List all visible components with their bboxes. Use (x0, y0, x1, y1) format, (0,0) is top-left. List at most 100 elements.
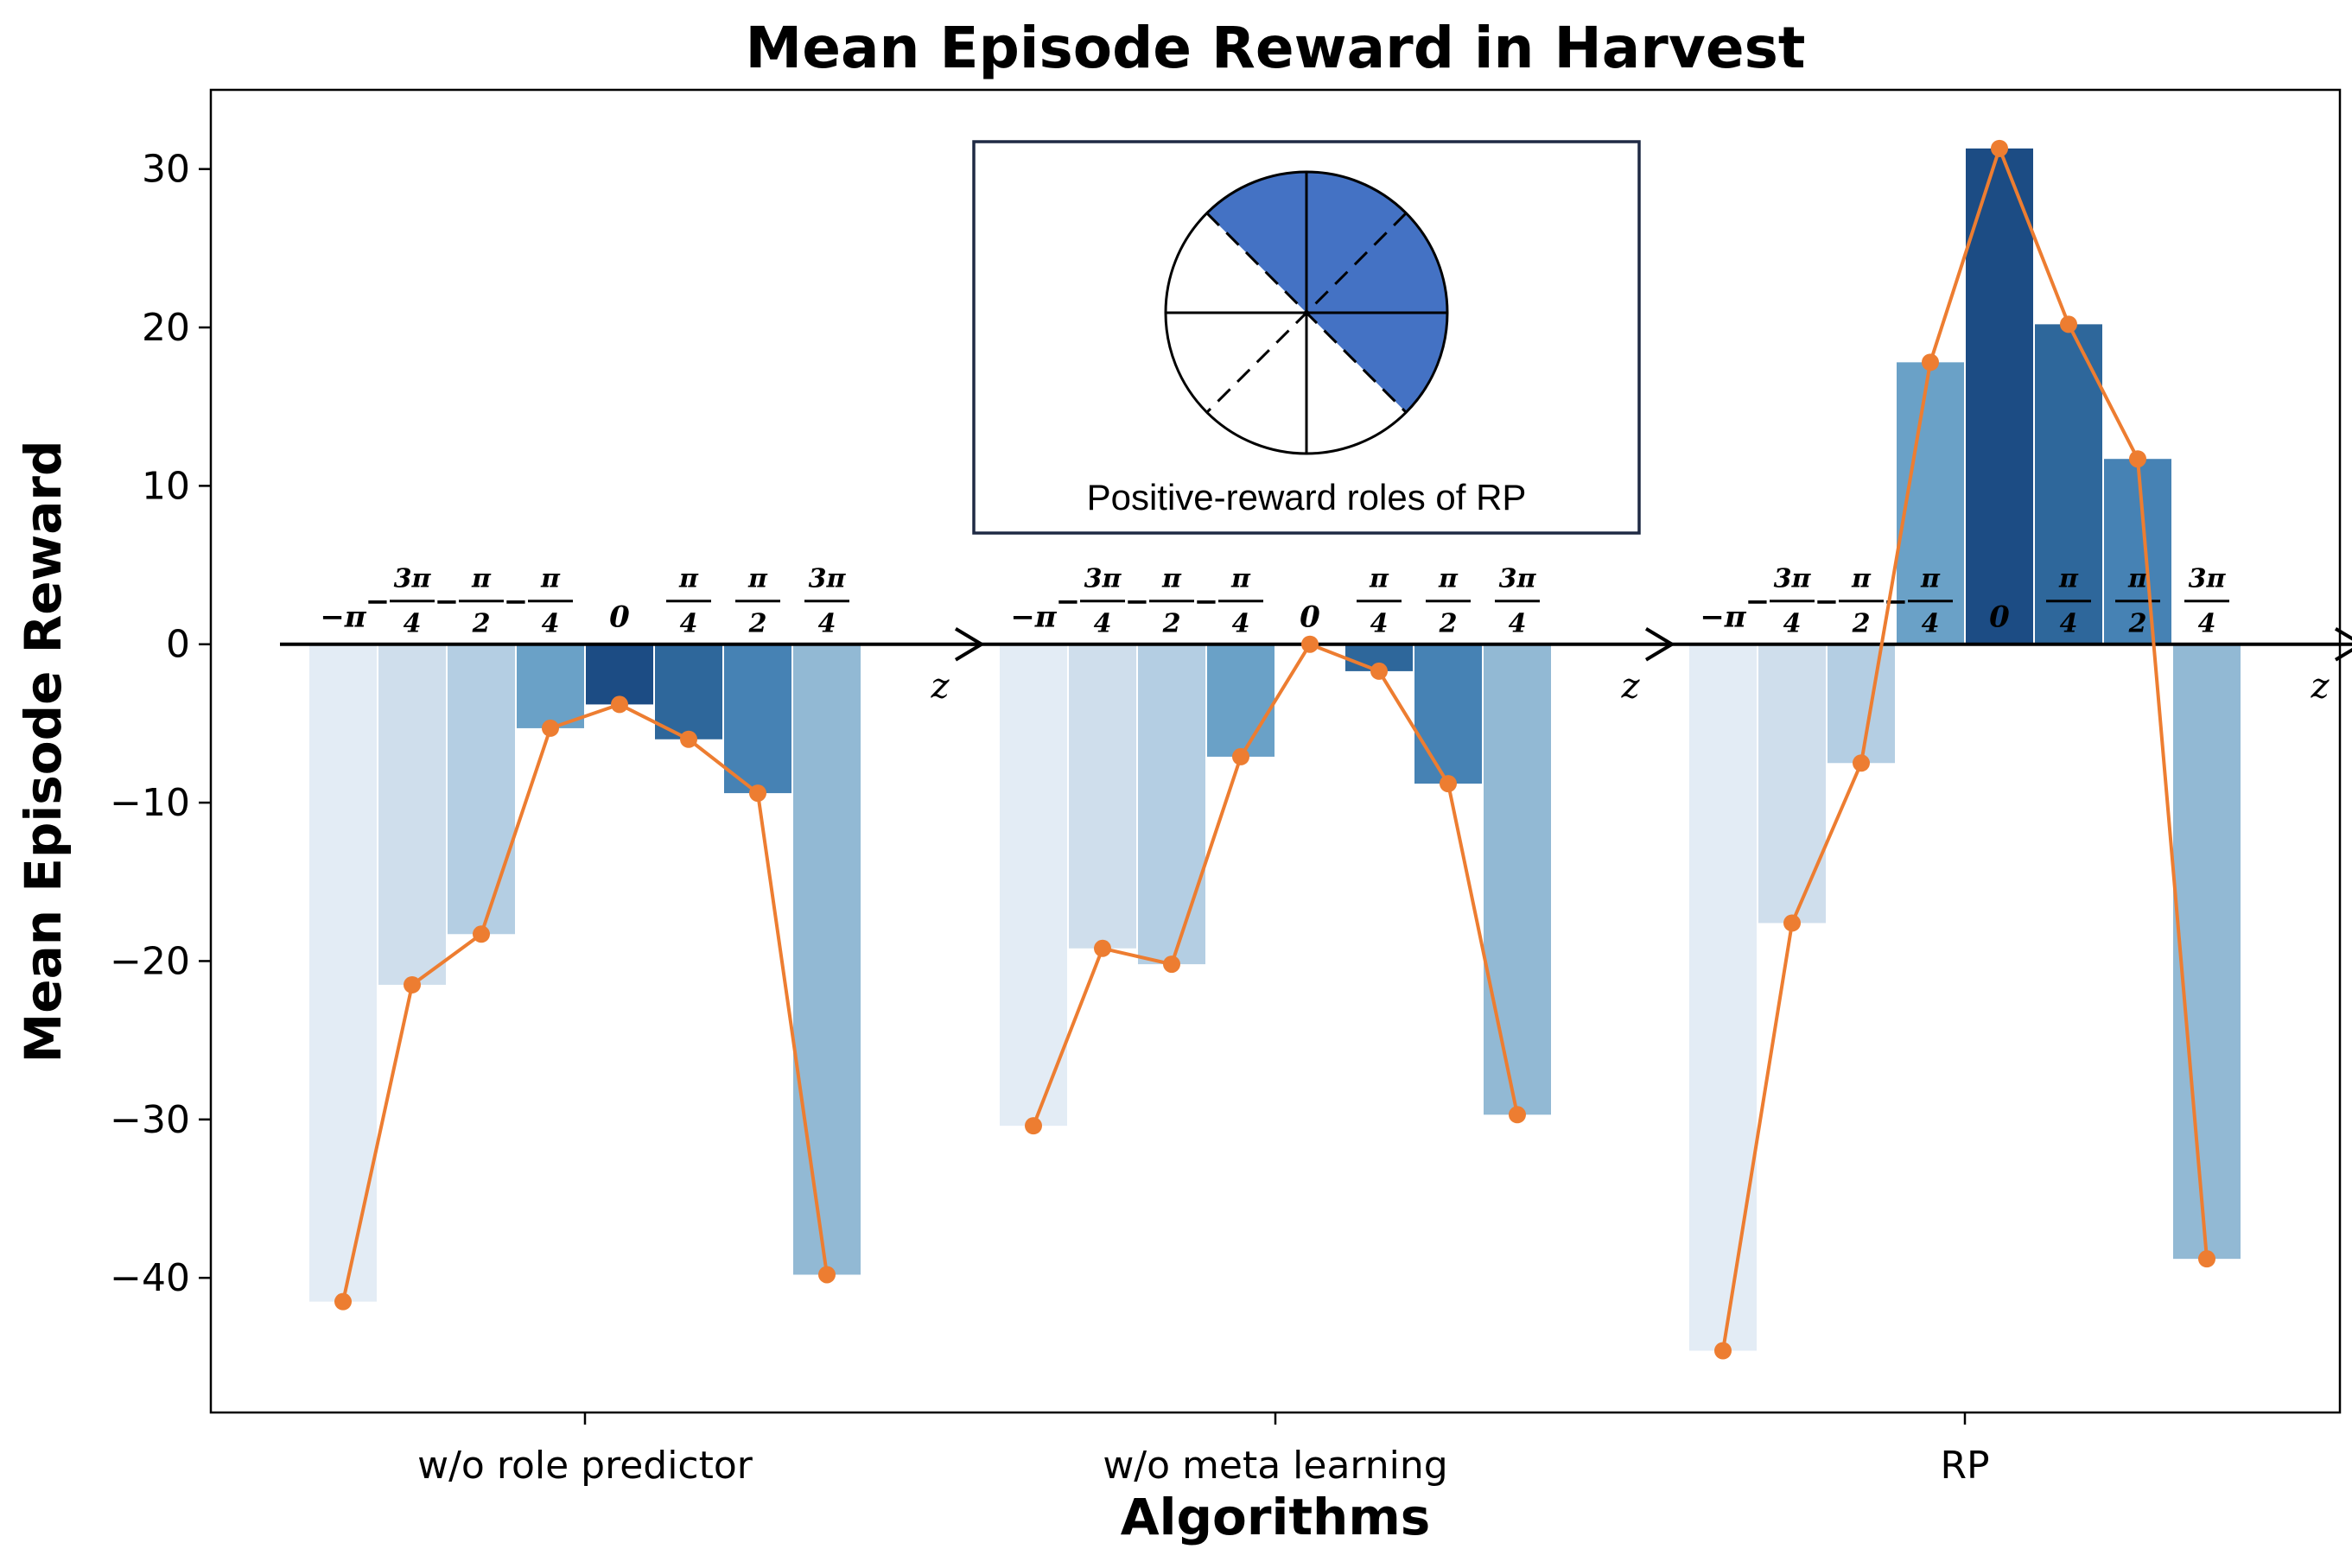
role-axis-z-label: z (2310, 667, 2330, 707)
angle-label-denominator: 4 (404, 609, 422, 639)
series-point (818, 1266, 836, 1284)
y-tick-label: −30 (110, 1098, 190, 1142)
y-tick-label: −20 (110, 939, 190, 983)
bar (517, 644, 584, 728)
series-line (341, 702, 829, 1303)
series-point (334, 1292, 352, 1311)
series-point (1991, 139, 2008, 157)
angle-label-numerator: 3π (1499, 564, 1537, 594)
series-point (542, 719, 559, 737)
angle-label: 0 (609, 600, 630, 635)
y-tick-label: −10 (110, 781, 190, 825)
series-point (473, 925, 490, 943)
series-point (1232, 747, 1249, 765)
angle-label-numerator: π (1920, 564, 1941, 594)
angle-label-numerator: π (1369, 564, 1389, 594)
bar (2173, 644, 2241, 1260)
bar (724, 644, 791, 794)
angle-label-denominator: 4 (1232, 609, 1250, 639)
angle-label-sign: − (1815, 585, 1840, 619)
bar (2104, 459, 2171, 644)
bar (1484, 644, 1551, 1115)
bar (793, 644, 861, 1275)
series-point (1440, 775, 1457, 793)
x-tick-label: w/o meta learning (1103, 1444, 1447, 1488)
series-point (404, 975, 421, 993)
angle-label-sign: − (1056, 585, 1081, 619)
y-axis: 30 20 10 0 −10 −20 −30 −40 (110, 148, 211, 1300)
series-point (2060, 315, 2077, 333)
role-pie-icon (1164, 170, 1449, 455)
bar (378, 644, 446, 985)
angle-label-numerator: π (1230, 564, 1251, 594)
series-point (680, 730, 697, 748)
y-tick-label: −40 (110, 1256, 190, 1300)
bar (1069, 644, 1136, 949)
angle-label-numerator: 3π (394, 564, 432, 594)
x-tick-label: RP (1940, 1444, 1989, 1488)
angle-label-sign: − (1194, 585, 1219, 619)
pie-divider-dashed (1205, 212, 1408, 414)
angle-label: 0 (1989, 600, 2010, 635)
series-point (2129, 450, 2146, 468)
angle-label-denominator: 4 (1094, 609, 1112, 639)
angle-label-sign: − (435, 585, 460, 619)
bar (1897, 362, 1964, 644)
angle-label-denominator: 2 (748, 609, 767, 639)
series-point (1301, 635, 1319, 653)
angle-label-sign: − (1125, 585, 1150, 619)
series-point (1370, 662, 1388, 680)
x-tick-label: w/o role predictor (417, 1444, 753, 1488)
y-tick-label: 30 (142, 148, 190, 192)
angle-label-denominator: 2 (2128, 609, 2147, 639)
bar (448, 644, 515, 935)
angle-label-numerator: π (1161, 564, 1182, 594)
angle-label-denominator: 2 (1162, 609, 1181, 639)
angle-label-numerator: π (678, 564, 699, 594)
series-point (749, 784, 766, 803)
x-axis-label: Algorithms (1121, 1488, 1431, 1546)
angle-label-denominator: 4 (680, 609, 698, 639)
angle-label-sign: − (1745, 585, 1770, 619)
angle-label: 0 (1300, 600, 1320, 635)
series-point (1714, 1342, 1732, 1360)
bar (1138, 644, 1205, 965)
series-point (1922, 353, 1939, 371)
angle-label-denominator: 2 (1852, 609, 1871, 639)
series-point (1783, 914, 1801, 932)
series-line (1721, 143, 2209, 1351)
angle-label-numerator: 3π (809, 564, 847, 594)
bar (1207, 644, 1275, 757)
bar (2035, 324, 2102, 644)
bar (1000, 644, 1067, 1127)
inset-caption: Positive-reward roles of RP (1087, 477, 1527, 517)
bar (1689, 644, 1757, 1351)
bar (586, 644, 653, 705)
angle-label: −π (320, 600, 366, 635)
role-axis-arrowhead (2334, 627, 2352, 662)
y-tick-label: 10 (142, 464, 190, 508)
angle-label-numerator: 3π (1774, 564, 1812, 594)
angle-label-numerator: π (1851, 564, 1872, 594)
angle-label: −π (1700, 600, 1746, 635)
angle-label-numerator: π (540, 564, 561, 594)
angle-label-denominator: 4 (1783, 609, 1802, 639)
angle-label-denominator: 4 (1922, 609, 1940, 639)
bar (309, 644, 377, 1302)
angle-label-sign: − (504, 585, 529, 619)
angle-label-numerator: π (2058, 564, 2079, 594)
bar (1828, 644, 1895, 764)
bar (1966, 148, 2033, 644)
angle-label-numerator: π (747, 564, 768, 594)
angle-label-denominator: 4 (2198, 609, 2216, 639)
series-point (1025, 1117, 1042, 1135)
angle-label-numerator: 3π (2189, 564, 2227, 594)
angle-label-denominator: 4 (2060, 609, 2078, 639)
series-point (1853, 754, 1870, 772)
chart-title: Mean Episode Reward in Harvest (746, 15, 1806, 81)
y-tick-label: 0 (166, 623, 190, 667)
x-axis: w/o role predictor w/o meta learning RP (417, 1412, 1990, 1488)
